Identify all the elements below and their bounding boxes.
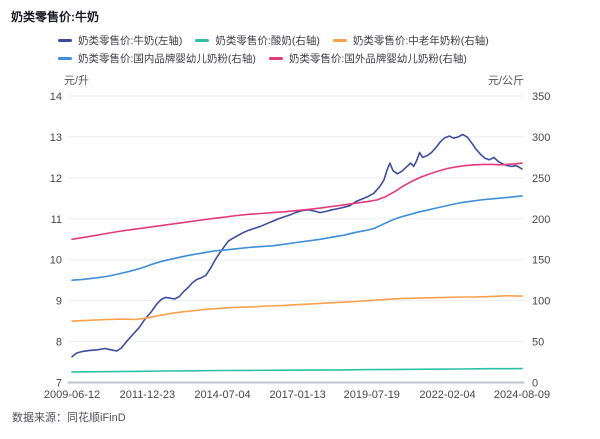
y-axis-label-left: 11 — [51, 214, 62, 226]
chart-title: 奶类零售价:牛奶 — [11, 10, 99, 24]
data-source-note: 数据来源：同花顺iFinD — [12, 412, 126, 424]
y-axis-label-left: 7 — [56, 378, 62, 390]
x-axis-label: 2024-08-09 — [494, 389, 550, 401]
series-line-0 — [71, 133, 523, 358]
y-axis-label-right: 100 — [532, 296, 550, 308]
y-axis-label-right: 200 — [532, 214, 550, 226]
legend-item-label: 奶类零售价:牛奶(左轴) — [78, 34, 183, 47]
chart-legend: 奶类零售价:牛奶(左轴) 奶类零售价:酸奶(右轴) 奶类零售价:中老年奶粉(右轴) 奶… — [58, 33, 558, 65]
legend-dash-icon — [332, 38, 347, 42]
legend-item-label: 奶类零售价:国外品牌婴幼儿奶粉(右轴) — [288, 52, 467, 65]
y-axis-label-right: 50 — [532, 337, 544, 349]
legend-dash-icon — [58, 56, 72, 60]
x-axis-label: 2017-01-13 — [269, 389, 325, 401]
y-axis-label-right: 0 — [532, 378, 538, 390]
legend-item-4[interactable]: 奶类零售价:国外品牌婴幼儿奶粉(右轴) — [268, 51, 467, 65]
legend-item-label: 奶类零售价:国内品牌婴幼儿奶粉(右轴) — [78, 52, 256, 65]
legend-dash-icon — [195, 38, 210, 42]
y-axis-label-left: 10 — [50, 255, 62, 267]
y-axis-label-left: 8 — [56, 337, 62, 349]
x-axis-label: 2014-07-04 — [194, 389, 250, 401]
legend-item-label: 奶类零售价:中老年奶粉(右轴) — [352, 34, 489, 47]
x-axis-label: 2009-06-12 — [44, 389, 100, 401]
legend-item-label: 奶类零售价:酸奶(右轴) — [215, 34, 320, 47]
legend-item-3[interactable]: 奶类零售价:国内品牌婴幼儿奶粉(右轴) — [58, 51, 256, 65]
x-axis-label: 2011-12-23 — [120, 389, 175, 401]
series-line-2 — [71, 294, 523, 322]
legend-item-2[interactable]: 奶类零售价:中老年奶粉(右轴) — [332, 33, 489, 47]
legend-item-1[interactable]: 奶类零售价:酸奶(右轴) — [195, 33, 320, 47]
y-axis-label-right: 300 — [532, 132, 550, 144]
series-line-4 — [71, 162, 523, 241]
legend-item-0[interactable]: 奶类零售价:牛奶(左轴) — [58, 33, 182, 47]
y-axis-label-left: 13 — [50, 132, 62, 144]
y-axis-label-right: 150 — [532, 255, 550, 267]
legend-dash-icon — [268, 56, 283, 60]
y-axis-label-left: 14 — [50, 91, 62, 103]
x-axis-label: 2019-07-19 — [344, 389, 400, 401]
legend-dash-icon — [58, 38, 72, 42]
y-axis-label-left: 9 — [56, 296, 62, 308]
series-line-1 — [71, 367, 523, 373]
y-axis-label-right: 250 — [532, 173, 550, 185]
left-axis-unit-label: 元/升 — [64, 75, 90, 87]
y-axis-label-left: 12 — [50, 173, 62, 185]
series-line-3 — [71, 195, 523, 282]
y-axis-label-right: 350 — [532, 91, 550, 103]
x-axis-label: 2022-02-04 — [419, 389, 475, 401]
right-axis-unit-label: 元/公斤 — [487, 75, 524, 87]
